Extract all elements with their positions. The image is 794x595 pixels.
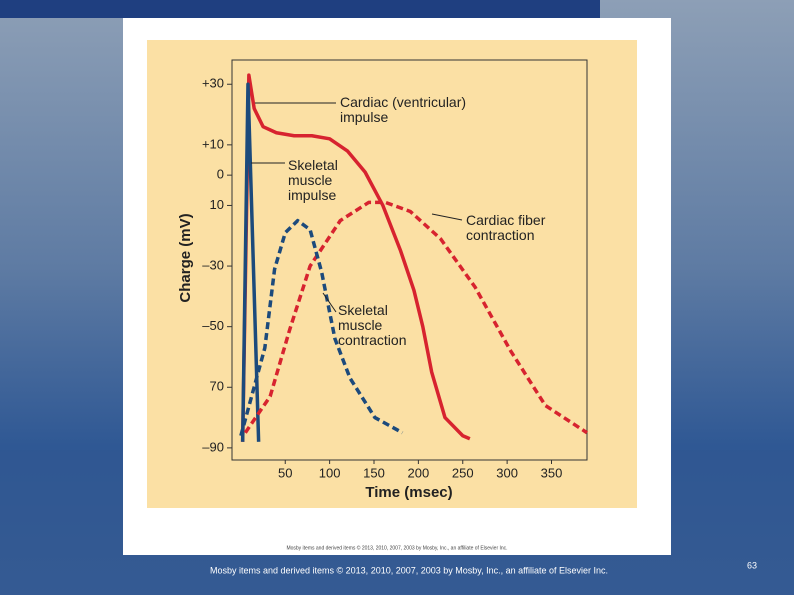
x-tick-label: 250 bbox=[452, 465, 474, 480]
x-tick-label: 350 bbox=[541, 465, 563, 480]
y-axis-label: Charge (mV) bbox=[177, 213, 194, 302]
x-axis-label: Time (msec) bbox=[365, 484, 452, 501]
series-line bbox=[243, 200, 588, 435]
label-leader bbox=[431, 213, 463, 221]
series-label: Cardiac fiber contraction bbox=[466, 212, 546, 243]
series-line bbox=[240, 73, 471, 442]
figure-credit: Mosby items and derived items © 2013, 20… bbox=[286, 544, 507, 551]
page-number: 63 bbox=[747, 560, 757, 570]
x-tick-label: 200 bbox=[408, 465, 430, 480]
series-line bbox=[240, 82, 261, 442]
y-tick-label: –50 bbox=[202, 318, 224, 333]
y-tick-label: 70 bbox=[210, 379, 224, 394]
plot-frame bbox=[231, 59, 588, 461]
y-tick-label: –90 bbox=[202, 439, 224, 454]
y-tick-label: +30 bbox=[202, 76, 224, 91]
series-label: Skeletal muscle contraction bbox=[338, 302, 407, 348]
label-leader bbox=[322, 292, 337, 313]
y-tick-label: 0 bbox=[217, 167, 224, 182]
x-tick-label: 150 bbox=[363, 465, 385, 480]
series-line bbox=[239, 218, 404, 437]
x-tick-label: 100 bbox=[319, 465, 341, 480]
slide-credit: Mosby items and derived items © 2013, 20… bbox=[210, 565, 608, 575]
x-tick-label: 300 bbox=[496, 465, 518, 480]
top-band bbox=[0, 0, 600, 18]
series-label: Cardiac (ventricular) impulse bbox=[340, 94, 467, 125]
series-label: Skeletal muscle impulse bbox=[288, 157, 338, 203]
y-tick-label: –30 bbox=[202, 257, 224, 272]
y-tick-label: 10 bbox=[210, 197, 224, 212]
x-tick-label: 50 bbox=[278, 465, 292, 480]
figure-panel bbox=[147, 40, 637, 508]
y-tick-label: +10 bbox=[202, 136, 224, 151]
